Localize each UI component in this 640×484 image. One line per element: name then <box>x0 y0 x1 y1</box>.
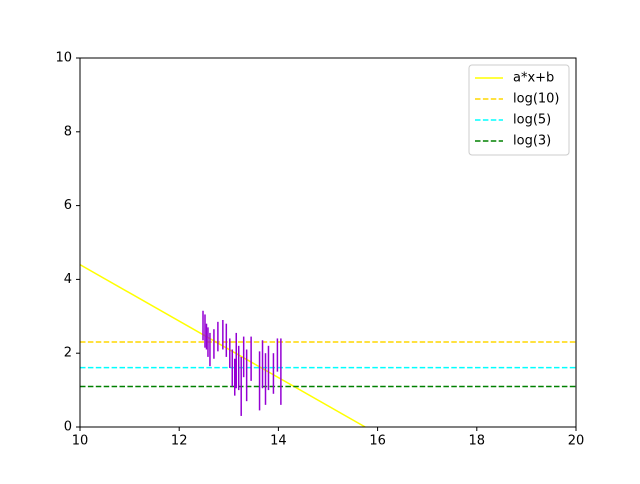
y-tick-label: 4 <box>64 272 72 287</box>
x-tick-label: 16 <box>369 434 386 449</box>
legend-label: log(5) <box>513 113 551 128</box>
x-tick-label: 14 <box>270 434 287 449</box>
y-tick-label: 8 <box>64 124 72 139</box>
x-tick-label: 18 <box>469 434 486 449</box>
x-tick-label: 10 <box>72 434 89 449</box>
x-tick-label: 20 <box>568 434 585 449</box>
axes-frame <box>79 57 577 428</box>
legend-label: a*x+b <box>513 71 554 86</box>
y-tick-label: 2 <box>64 346 72 361</box>
y-tick-label: 10 <box>55 51 72 66</box>
legend-label: log(3) <box>513 134 551 149</box>
plot-area <box>80 263 576 427</box>
legend-box <box>468 64 570 156</box>
y-tick-label: 6 <box>64 198 72 213</box>
legend-label: log(10) <box>513 92 560 107</box>
y-tick-label: 0 <box>64 420 72 435</box>
x-tick-label: 12 <box>171 434 188 449</box>
